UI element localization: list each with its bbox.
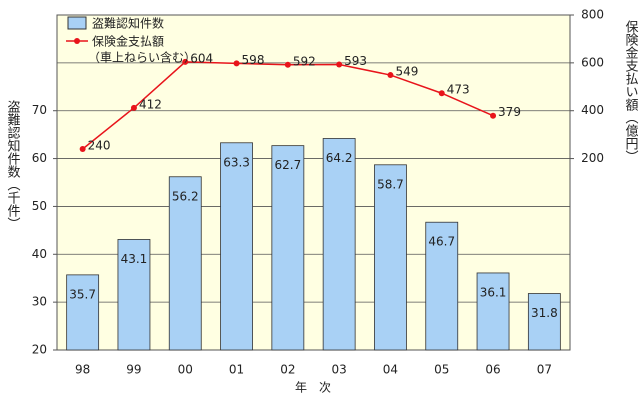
x-tick-label: 00 bbox=[178, 363, 193, 377]
line-value-label: 604 bbox=[190, 51, 213, 65]
line-point bbox=[130, 104, 137, 111]
y-tick-label: 30 bbox=[32, 295, 47, 309]
line-value-label: 240 bbox=[88, 139, 111, 153]
y-tick-label: 70 bbox=[32, 103, 47, 117]
bar bbox=[476, 272, 510, 351]
x-tick-label: 03 bbox=[332, 363, 347, 377]
bar bbox=[527, 293, 561, 351]
bar-value-label: 64.2 bbox=[326, 151, 353, 165]
y2-axis-label: 保険金支払い額（億円） bbox=[623, 20, 639, 163]
legend-swatch bbox=[67, 16, 87, 30]
line-value-label: 592 bbox=[293, 54, 316, 68]
legend-point bbox=[74, 38, 80, 44]
y-tick-label: 60 bbox=[32, 151, 47, 165]
line-value-label: 412 bbox=[139, 97, 162, 111]
line-point bbox=[284, 61, 291, 68]
bar bbox=[220, 142, 253, 351]
x-axis-label: 年 次 bbox=[295, 381, 331, 395]
bar bbox=[66, 274, 100, 351]
bar bbox=[322, 138, 356, 351]
y-tick-label: 40 bbox=[32, 247, 47, 261]
legend-note: （車上ねらい含む） bbox=[88, 50, 196, 65]
y-tick-label: 50 bbox=[32, 199, 47, 213]
bar bbox=[374, 164, 407, 351]
x-tick-label: 06 bbox=[485, 363, 500, 377]
bar-value-label: 46.7 bbox=[428, 235, 455, 249]
bar-value-label: 43.1 bbox=[121, 252, 148, 266]
x-tick-label: 04 bbox=[383, 363, 398, 377]
line-point bbox=[438, 90, 445, 97]
line-point bbox=[387, 72, 394, 79]
bar-value-label: 36.1 bbox=[480, 285, 507, 299]
bar-value-label: 63.3 bbox=[223, 155, 250, 169]
line-point bbox=[182, 58, 189, 65]
bar-value-label: 62.7 bbox=[274, 158, 301, 172]
bar bbox=[271, 145, 305, 351]
line-point bbox=[79, 146, 86, 152]
legend-label: 保険金支払額 bbox=[92, 34, 164, 49]
x-tick-label: 99 bbox=[126, 363, 141, 377]
y-axis-label: 盗難認知件数（千件） bbox=[5, 99, 21, 230]
x-tick-label: 02 bbox=[280, 363, 295, 377]
y2-tick-label: 800 bbox=[581, 8, 604, 22]
legend-label: 盗難認知件数 bbox=[92, 16, 164, 31]
x-tick-label: 98 bbox=[75, 363, 90, 377]
line-point bbox=[233, 60, 240, 67]
y2-tick-label: 600 bbox=[581, 55, 604, 69]
y2-tick-label: 200 bbox=[581, 151, 604, 165]
line-value-label: 593 bbox=[344, 54, 367, 68]
line-value-label: 379 bbox=[498, 105, 521, 119]
line-value-label: 549 bbox=[395, 65, 418, 79]
line-point bbox=[336, 61, 343, 68]
x-tick-label: 01 bbox=[229, 363, 244, 377]
x-tick-label: 05 bbox=[434, 363, 449, 377]
bar bbox=[117, 239, 151, 351]
bar-value-label: 35.7 bbox=[69, 287, 96, 301]
bar-value-label: 56.2 bbox=[172, 189, 199, 203]
bar-value-label: 58.7 bbox=[377, 177, 404, 191]
x-tick-label: 07 bbox=[537, 363, 552, 377]
line-value-label: 598 bbox=[242, 53, 265, 67]
y2-tick-label: 400 bbox=[581, 103, 604, 117]
line-value-label: 473 bbox=[447, 83, 470, 97]
line-point bbox=[490, 112, 497, 119]
y-tick-label: 20 bbox=[32, 343, 47, 357]
bar bbox=[168, 176, 202, 351]
bar-value-label: 31.8 bbox=[531, 306, 558, 320]
bar bbox=[425, 221, 459, 351]
